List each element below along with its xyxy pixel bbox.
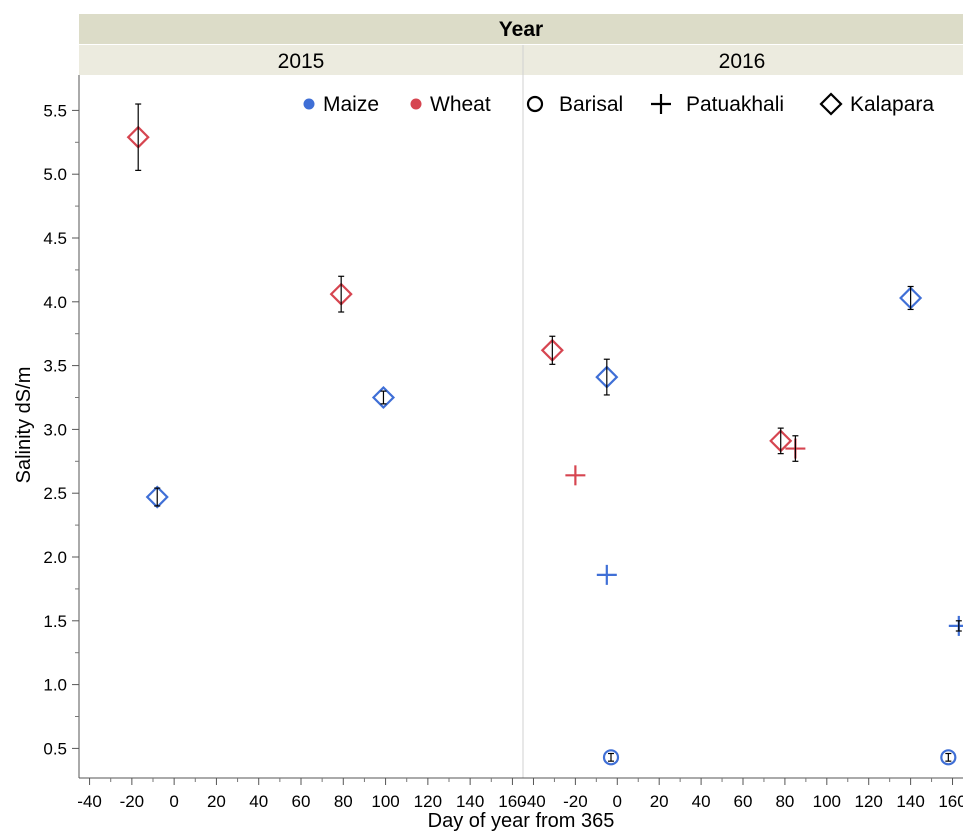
y-tick-label: 3.0: [43, 420, 67, 439]
x-tick-label: 160: [938, 792, 963, 811]
data-point: [126, 103, 150, 171]
legend-item-maize: Maize: [303, 93, 379, 116]
x-axis-title: Day of year from 365: [428, 810, 615, 832]
x-tick-label: 0: [613, 792, 622, 811]
legend-label: Patuakhali: [686, 93, 784, 116]
legend-dot: [303, 98, 315, 110]
data-point: [565, 465, 586, 486]
legend-item-barisal: Barisal: [526, 93, 623, 116]
y-tick-label: 2.5: [43, 484, 67, 503]
panel-label-2016: 2016: [719, 50, 766, 73]
data-point: [940, 749, 957, 766]
facet-header-title: Year: [499, 18, 543, 41]
data-point: [948, 615, 963, 636]
point-marker-circle: [940, 749, 957, 766]
point-marker-circle: [602, 749, 620, 766]
data-point: [769, 427, 793, 455]
data-point: [602, 749, 620, 766]
legend-symbol-circle: [526, 95, 544, 113]
panel-header-band: [79, 45, 963, 75]
legend-item-kalapara: Kalapara: [819, 92, 934, 116]
x-tick-label: -40: [521, 792, 546, 811]
y-tick-label: 5.5: [43, 101, 67, 120]
x-tick-label: 0: [169, 792, 178, 811]
legend-label: Barisal: [559, 93, 623, 116]
y-tick-label: 4.5: [43, 229, 67, 248]
x-tick-label: -40: [77, 792, 102, 811]
y-tick-label: 4.0: [43, 293, 67, 312]
y-tick-label: 3.5: [43, 357, 67, 376]
x-tick-label: 140: [896, 792, 924, 811]
x-tick-label: -20: [120, 792, 145, 811]
data-point: [329, 275, 353, 313]
x-tick-label: 120: [855, 792, 883, 811]
facet-header-band: [79, 14, 963, 44]
y-axis-title: Salinity dS/m: [13, 367, 35, 484]
point-marker-diamond: [371, 385, 396, 410]
data-point: [596, 564, 617, 585]
x-tick-label: -20: [563, 792, 588, 811]
y-tick-label: 1.5: [43, 612, 67, 631]
legend-dot: [410, 98, 422, 110]
x-tick-label: 160: [498, 792, 526, 811]
x-tick-label: 140: [456, 792, 484, 811]
legend-label: Kalapara: [850, 93, 934, 116]
data-point: [899, 285, 923, 311]
y-tick-label: 5.0: [43, 165, 67, 184]
y-tick-label: 0.5: [43, 739, 67, 758]
x-tick-label: 80: [775, 792, 794, 811]
x-tick-label: 40: [692, 792, 711, 811]
y-tick-label: 2.0: [43, 548, 67, 567]
data-point: [145, 485, 169, 509]
data-point: [785, 435, 806, 462]
x-tick-label: 40: [249, 792, 268, 811]
x-tick-label: 20: [207, 792, 226, 811]
x-tick-label: 100: [813, 792, 841, 811]
legend-label: Wheat: [430, 93, 491, 116]
panel-label-2015: 2015: [278, 50, 325, 73]
legend-item-patuakhali: Patuakhali: [651, 93, 784, 116]
x-tick-label: 60: [292, 792, 311, 811]
x-tick-label: 60: [734, 792, 753, 811]
legend-label: Maize: [323, 93, 379, 116]
y-tick-label: 1.0: [43, 676, 67, 695]
x-tick-label: 20: [650, 792, 669, 811]
legend-item-wheat: Wheat: [410, 93, 491, 116]
x-tick-label: 80: [334, 792, 353, 811]
data-point: [540, 335, 564, 365]
x-tick-label: 100: [371, 792, 399, 811]
point-marker-diamond: [145, 485, 169, 509]
x-tick-label: 120: [414, 792, 442, 811]
data-point: [595, 358, 619, 396]
legend-symbol-diamond: [819, 92, 843, 116]
data-point: [371, 385, 396, 410]
